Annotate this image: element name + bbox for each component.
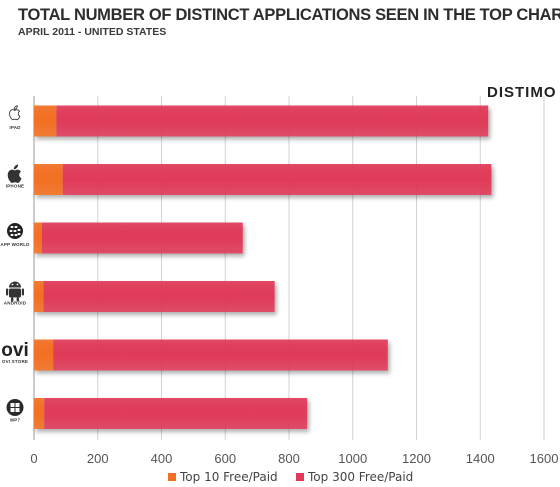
x-tick-label: 400	[151, 451, 173, 466]
bar-group	[34, 398, 308, 429]
bar-top10	[34, 339, 54, 371]
x-axis-ticks: 0 200 400 600 800 1000 1200 1400 1600	[30, 451, 558, 466]
legend-label: Top 10 Free/Paid	[179, 470, 278, 484]
platform-label: IPAD	[9, 125, 21, 130]
bar-top300	[41, 222, 243, 254]
bar-group	[34, 105, 489, 137]
grid-lines	[33, 96, 545, 440]
x-tick-label: 1600	[530, 451, 559, 466]
x-tick-label: 1200	[402, 451, 431, 466]
legend-label: Top 300 Free/Paid	[307, 470, 413, 484]
bar-top300	[43, 281, 275, 312]
platform-label: WP7	[10, 418, 21, 423]
x-tick-label: 200	[87, 451, 109, 466]
ovi-logo-text: ovi	[1, 340, 28, 361]
platform-label: ANDROID	[4, 301, 27, 306]
x-tick-label: 0	[30, 451, 37, 466]
blackberry-icon	[7, 223, 23, 239]
apple-icon	[9, 105, 21, 121]
windows-icon	[6, 399, 24, 416]
bar-top300	[53, 339, 388, 371]
bars	[34, 105, 492, 429]
x-tick-label: 800	[278, 451, 300, 466]
bar-group	[34, 281, 275, 312]
bar-top300	[44, 398, 308, 429]
bar-top10	[34, 105, 57, 137]
legend-swatch	[168, 473, 176, 481]
legend: Top 10 Free/Paid Top 300 Free/Paid	[168, 470, 413, 484]
bar-top10	[34, 222, 42, 254]
bar-group	[34, 222, 243, 254]
ovi-logo: ovi	[1, 340, 28, 361]
bar-group	[34, 164, 492, 195]
distimo-logo: DISTIMO	[487, 84, 557, 101]
platform-label: IPHONE	[6, 184, 24, 189]
bar-top10	[34, 164, 63, 195]
android-icon	[6, 281, 24, 302]
chart-title: TOTAL NUMBER OF DISTINCT APPLICATIONS SE…	[18, 6, 560, 24]
apple-icon	[7, 164, 22, 183]
x-tick-label: 600	[214, 451, 236, 466]
bar-top10	[34, 398, 45, 429]
legend-swatch	[296, 473, 304, 481]
x-tick-label: 1400	[466, 451, 495, 466]
bar-top300	[56, 105, 489, 137]
x-tick-label: 1000	[338, 451, 367, 466]
platform-label: OVI STORE	[2, 359, 28, 364]
bar-top300	[62, 164, 492, 195]
platform-label: APP WORLD	[0, 242, 30, 247]
chart-subtitle: APRIL 2011 - UNITED STATES	[18, 26, 167, 38]
bar-top10	[34, 281, 44, 312]
bar-group	[34, 339, 388, 371]
